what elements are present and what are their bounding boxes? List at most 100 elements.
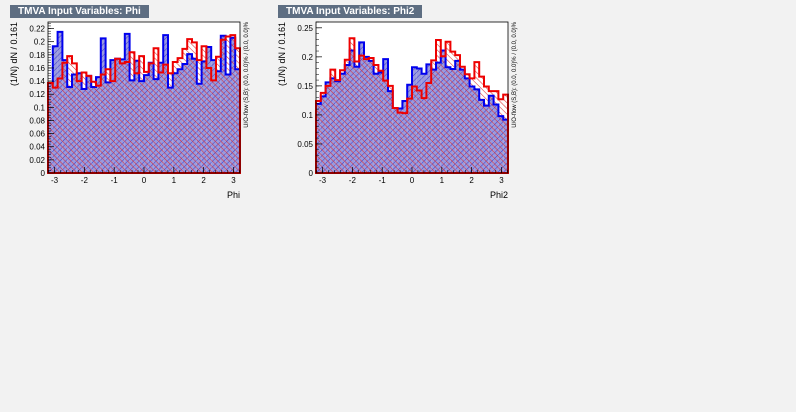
y-tick-label: 0: [41, 169, 46, 178]
background-bar: [148, 63, 154, 173]
x-tick-label: -1: [379, 176, 387, 185]
y-tick-label: 0.15: [297, 82, 313, 91]
y-tick-label: 0.08: [29, 116, 45, 125]
background-bar: [484, 86, 489, 173]
background-bar: [474, 62, 480, 173]
background-bar: [57, 78, 63, 173]
background-bar: [397, 112, 403, 173]
y-tick-label: 0.18: [29, 51, 45, 60]
background-bar: [320, 92, 326, 173]
background-bar: [91, 81, 96, 173]
background-bar: [124, 62, 130, 173]
y-tick-label: 0.12: [29, 90, 45, 99]
y-tick-label: 0.14: [29, 77, 45, 86]
background-bar: [402, 113, 408, 173]
phi-histogram: 0 0.02 0.04 0.06 0.08 0.1 0.12 0.14 0.16 0.18 0.2 0…: [9, 21, 250, 200]
background-bar: [354, 61, 360, 173]
x-tick-label: -1: [111, 176, 119, 185]
background-bar: [192, 42, 197, 173]
overflow-note: U/O-flow (S,B): (0.0, 0.0)% / (0.0, 0.0)…: [512, 21, 518, 127]
background-bar: [359, 55, 364, 173]
x-tick-label: 3: [499, 176, 504, 185]
background-bar: [383, 80, 388, 173]
x-tick-label: -3: [51, 176, 59, 185]
y-axis-title: (1/N) dN / 0.161: [9, 22, 19, 86]
background-bar: [139, 56, 144, 173]
background-bar: [426, 82, 432, 173]
background-bar: [368, 58, 374, 174]
background-bar: [196, 60, 202, 173]
background-bar: [440, 56, 446, 173]
background-bar: [134, 73, 140, 173]
background-bar: [220, 39, 226, 174]
background-bar: [464, 74, 470, 173]
background-bar: [450, 51, 456, 174]
y-tick-label: 0.25: [297, 24, 313, 33]
x-tick-label: -3: [319, 176, 327, 185]
background-bar: [72, 63, 77, 173]
x-tick-label: 2: [201, 176, 206, 185]
background-bar: [115, 58, 120, 173]
y-tick-label: 0.02: [29, 156, 45, 165]
x-tick-label: 3: [231, 176, 236, 185]
background-bar: [105, 69, 111, 173]
background-bar: [349, 38, 355, 174]
background-bar: [62, 62, 68, 174]
background-bar: [416, 90, 422, 173]
background-bar: [412, 86, 417, 173]
background-bar: [373, 64, 379, 173]
background-bar: [81, 72, 87, 173]
y-tick-label: 0.06: [29, 130, 45, 139]
background-bar: [201, 46, 207, 173]
background-bar: [230, 35, 236, 173]
x-tick-label: -2: [81, 176, 89, 185]
background-bar: [172, 62, 178, 173]
x-tick-label: 0: [410, 176, 415, 185]
background-bar: [344, 59, 350, 173]
background-bar: [445, 41, 451, 173]
phi2-chart-panel: TMVA Input Variables: Phi2 0 0.05 0.1 0.15 0…: [268, 0, 528, 210]
x-tick-label: 0: [142, 176, 147, 185]
background-bar: [187, 39, 192, 173]
background-bar: [86, 75, 92, 173]
background-bar: [216, 56, 221, 173]
background-bar: [407, 98, 412, 173]
phi-chart-title: TMVA Input Variables: Phi: [10, 5, 149, 18]
signal-outline: [315, 41, 509, 174]
y-tick-label: 0.1: [34, 103, 46, 112]
background-bar: [335, 80, 340, 173]
background-bar: [469, 78, 475, 173]
background-bar: [493, 91, 499, 173]
y-tick-label: 0.1: [302, 111, 314, 120]
background-outline: [315, 37, 509, 174]
background-bar: [110, 81, 116, 173]
background-bar: [364, 59, 369, 173]
background-bar: [235, 48, 240, 174]
phi2-chart-title: TMVA Input Variables: Phi2: [278, 5, 423, 18]
background-bar: [168, 73, 173, 173]
background-bar: [392, 107, 398, 173]
background-bar: [48, 83, 53, 173]
y-tick-label: 0.22: [29, 25, 45, 34]
x-axis-title: Phi2: [490, 190, 508, 200]
overflow-note: U/O-flow (S,B): (0.0, 0.0)% / (0.0, 0.0)…: [244, 21, 250, 127]
background-bar: [488, 91, 494, 173]
background-bar: [330, 69, 336, 173]
background-bar: [378, 70, 384, 173]
x-tick-label: 2: [469, 176, 474, 185]
background-bar: [421, 98, 427, 173]
background-bar: [67, 56, 72, 173]
y-tick-label: 0.2: [302, 53, 314, 62]
x-tick-label: 1: [440, 176, 445, 185]
background-bar: [158, 72, 164, 173]
background-bar: [100, 74, 106, 173]
background-bar: [76, 81, 82, 173]
y-tick-label: 0.2: [34, 38, 46, 47]
background-bar: [144, 71, 149, 173]
background-bar: [431, 60, 436, 173]
background-bar: [96, 85, 101, 173]
x-tick-label: -2: [349, 176, 357, 185]
background-bar: [120, 63, 125, 173]
x-tick-label: 1: [172, 176, 177, 185]
background-bar: [455, 55, 460, 173]
